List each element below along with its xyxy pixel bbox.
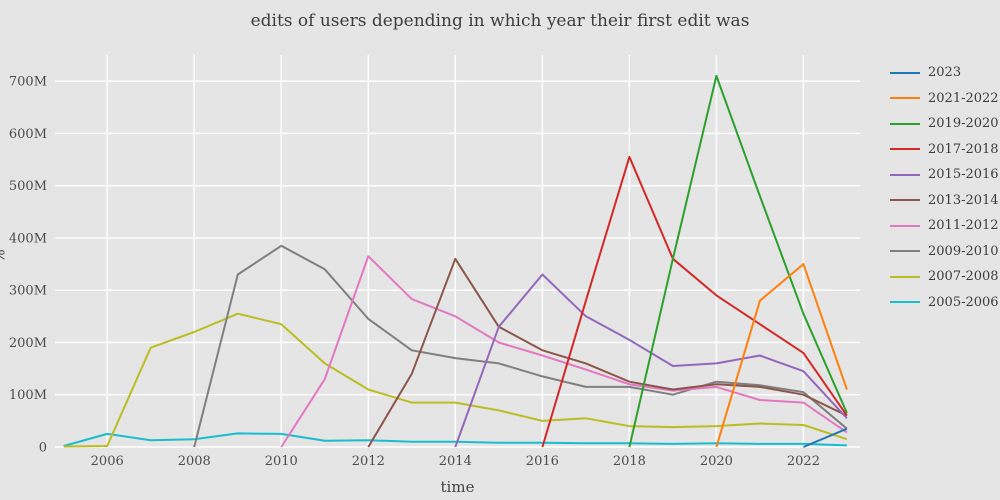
- legend-item-2019-2020[interactable]: 2019-2020: [890, 111, 999, 137]
- legend-item-2011-2012[interactable]: 2011-2012: [890, 213, 999, 239]
- series-line-2023[interactable]: [803, 427, 848, 448]
- legend-item-2017-2018[interactable]: 2017-2018: [890, 137, 999, 163]
- x-axis-label: time: [440, 478, 475, 496]
- y-tick-label: 0: [39, 441, 47, 456]
- x-tick-label: 2016: [526, 454, 559, 469]
- x-tick-label: 2022: [787, 454, 820, 469]
- x-tick-label: 2010: [265, 454, 298, 469]
- y-axis-label: %: [0, 249, 9, 262]
- legend-swatch-line: [890, 71, 920, 74]
- series-line-2011-2012[interactable]: [280, 255, 848, 448]
- y-tick-label: 400M: [9, 231, 47, 246]
- series-line-2005-2006[interactable]: [63, 432, 847, 447]
- legend-item-label: 2023: [928, 65, 962, 81]
- y-tick-label: 100M: [9, 388, 47, 403]
- legend-item-label: 2011-2012: [928, 218, 999, 234]
- legend-swatch-line: [890, 275, 920, 278]
- legend-swatch-line: [890, 301, 920, 304]
- series-line-2021-2022[interactable]: [715, 263, 848, 448]
- legend-swatch-line: [890, 148, 920, 151]
- series-line-2009-2010[interactable]: [193, 244, 848, 448]
- y-gridlines: [55, 80, 860, 448]
- legend-swatch-line: [890, 173, 920, 176]
- legend-item-2023[interactable]: 2023: [890, 60, 998, 86]
- y-tick-labels: 0 100M 200M 300M 400M 500M 600M 700M: [9, 75, 47, 456]
- chart-title: edits of users depending in which year t…: [250, 11, 750, 31]
- legend-item-label: 2015-2016: [928, 167, 999, 183]
- legend-item-2021-2022[interactable]: 2021-2022: [890, 86, 999, 112]
- y-tick-label: 700M: [9, 75, 47, 90]
- x-tick-label: 2006: [91, 454, 124, 469]
- x-tick-label: 2014: [439, 454, 472, 469]
- legend-swatch-line: [890, 199, 920, 202]
- legend-item-label: 2005-2006: [928, 294, 999, 310]
- series-line-2015-2016[interactable]: [454, 273, 848, 448]
- x-tick-label: 2018: [613, 454, 646, 469]
- legend-item-label: 2019-2020: [928, 116, 999, 132]
- legend-item-2013-2014[interactable]: 2013-2014: [890, 188, 999, 214]
- x-tick-label: 2020: [700, 454, 733, 469]
- legend-item-label: 2021-2022: [928, 90, 999, 106]
- legend-item-label: 2017-2018: [928, 141, 999, 157]
- legend: 2023 2021-2022 2019-2020 2017-2018 2015-2016…: [890, 60, 999, 316]
- y-tick-label: 500M: [9, 179, 47, 194]
- y-tick-label: 300M: [9, 284, 47, 299]
- legend-swatch-line: [890, 224, 920, 227]
- x-tick-label: 2012: [352, 454, 385, 469]
- x-tick-labels: 2006 2008 2010 2012 2014 2016 2018 2020 2022: [91, 454, 820, 469]
- legend-item-2009-2010[interactable]: 2009-2010: [890, 239, 999, 265]
- legend-item-2015-2016[interactable]: 2015-2016: [890, 162, 999, 188]
- legend-item-label: 2009-2010: [928, 243, 999, 259]
- y-tick-label: 200M: [9, 336, 47, 351]
- legend-item-label: 2013-2014: [928, 192, 999, 208]
- y-tick-label: 600M: [9, 127, 47, 142]
- series-line-2013-2014[interactable]: [367, 257, 848, 448]
- legend-swatch-line: [890, 122, 920, 125]
- series-line-2007-2008[interactable]: [63, 312, 848, 448]
- legend-swatch-line: [890, 97, 920, 100]
- legend-item-2005-2006[interactable]: 2005-2006: [890, 290, 999, 316]
- series-line-2019-2020[interactable]: [628, 74, 848, 448]
- series-line-2017-2018[interactable]: [541, 155, 848, 448]
- legend-swatch-line: [890, 250, 920, 253]
- legend-item-2007-2008[interactable]: 2007-2008: [890, 264, 999, 290]
- legend-item-label: 2007-2008: [928, 269, 999, 285]
- x-tick-label: 2008: [178, 454, 211, 469]
